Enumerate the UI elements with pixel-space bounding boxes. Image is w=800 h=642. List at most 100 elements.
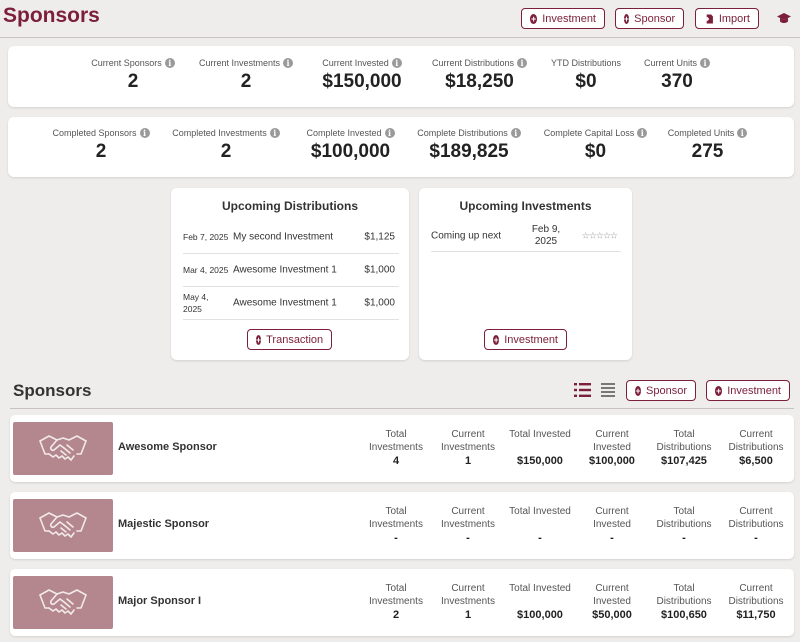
stat-value: $18,250 [445, 71, 514, 92]
info-icon[interactable]: i [510, 128, 521, 138]
info-icon[interactable]: i [517, 58, 528, 68]
metric-value: $100,000 [517, 609, 563, 621]
info-icon[interactable]: i [391, 58, 402, 68]
distribution-investment: Awesome Investment 1 [233, 297, 337, 309]
metric-value: $100,650 [661, 609, 707, 621]
stat-label: Current Investments [198, 58, 281, 68]
distribution-row[interactable]: Feb 7, 2025 My second Investment $1,125 [183, 221, 399, 254]
info-icon[interactable]: i [700, 58, 710, 68]
metric-total-investments: Total Investments - [361, 505, 431, 545]
sponsor-logo [13, 576, 113, 629]
metric-total-invested: Total Invested - [505, 505, 575, 545]
add-sponsor-button[interactable]: + Sponsor [626, 380, 696, 401]
distribution-date: Feb 7, 2025 [183, 232, 229, 242]
import-button[interactable]: Import [695, 8, 759, 29]
star-rating-icon[interactable]: ☆☆☆☆☆ [581, 230, 618, 241]
metric-value: - [538, 532, 542, 544]
metric-label: Total Invested [509, 506, 571, 517]
metric-value: $150,000 [517, 455, 563, 467]
metric-label: Current Investments [441, 506, 495, 530]
stat-value: 2 [95, 141, 107, 162]
add-investment-button[interactable]: + Investment [484, 329, 567, 350]
add-sponsor-button[interactable]: + Sponsor [615, 8, 684, 29]
add-sponsor-label: Sponsor [646, 384, 687, 397]
compact-list-icon[interactable] [601, 383, 615, 397]
upcoming-investment-row[interactable]: Coming up next Feb 9, 2025 ☆☆☆☆☆ [431, 221, 621, 252]
stat-current-investments: Current Investments i 2 [191, 58, 301, 93]
metric-value: 4 [392, 455, 400, 467]
add-investment-button[interactable]: + Investment [521, 8, 605, 29]
sponsor-name[interactable]: Awesome Sponsor [118, 441, 217, 453]
metric-label: Current Distributions [728, 506, 784, 530]
plus-circle-icon: + [530, 13, 538, 24]
metric-label: Current Distributions [728, 429, 784, 453]
info-icon[interactable]: i [283, 58, 294, 68]
import-file-icon [704, 14, 713, 23]
distribution-amount: $1,000 [364, 297, 395, 309]
add-investment-label: Investment [504, 333, 558, 346]
metric-total-invested: Total Invested $150,000 [505, 428, 575, 468]
plus-circle-icon: + [715, 385, 723, 396]
sponsor-card[interactable]: Majestic Sponsor Total Investments - Curr… [10, 492, 794, 559]
sponsor-card[interactable]: Awesome Sponsor Total Investments 4 Curre… [10, 415, 794, 482]
list-view-icon[interactable] [574, 383, 591, 397]
stat-label: Completed Sponsors [52, 128, 137, 138]
import-label: Import [718, 12, 750, 25]
graduation-cap-icon[interactable] [777, 13, 791, 24]
metric-current-investments: Current Investments 1 [433, 428, 503, 468]
plus-circle-icon: + [635, 385, 642, 396]
stat-current-units: Current Units i 370 [637, 58, 717, 93]
distribution-investment: My second Investment [233, 231, 334, 243]
metric-current-investments: Current Investments - [433, 505, 503, 545]
metric-value: - [754, 532, 758, 544]
metric-value: 2 [392, 609, 400, 621]
upcoming-investment-date: Feb 9, 2025 [531, 224, 561, 247]
stat-label: Complete Capital Loss [543, 128, 635, 138]
info-icon[interactable]: i [384, 128, 395, 138]
stat-value: $150,000 [322, 71, 402, 92]
info-icon[interactable]: i [269, 128, 280, 138]
stat-label: Current Units [643, 58, 697, 68]
metric-label: Total Investments [369, 506, 423, 530]
metric-label: Current Invested [593, 506, 631, 530]
stat-complete-invested: Complete Invested i $100,000 [298, 128, 403, 163]
plus-circle-icon: + [493, 334, 500, 345]
metric-current-distributions: Current Distributions $6,500 [721, 428, 791, 468]
sponsor-name[interactable]: Majestic Sponsor [118, 518, 210, 530]
info-icon[interactable]: i [637, 128, 648, 138]
distribution-date: May 4, 2025 [183, 292, 209, 314]
page-title: Sponsors [3, 4, 100, 27]
stat-current-invested: Current Invested i $150,000 [312, 58, 412, 93]
metric-value: - [394, 532, 398, 544]
metric-current-invested: Current Invested $100,000 [577, 428, 647, 468]
header-divider [0, 37, 800, 38]
metric-total-distributions: Total Distributions $100,650 [649, 582, 719, 622]
distribution-amount: $1,125 [364, 231, 395, 243]
sponsor-card[interactable]: Major Sponsor I Total Investments 2 Curre… [10, 569, 794, 636]
info-icon[interactable]: i [164, 58, 175, 68]
distribution-row[interactable]: Mar 4, 2025 Awesome Investment 1 $1,000 [183, 254, 399, 287]
distribution-row[interactable]: May 4, 2025 Awesome Investment 1 $1,000 [183, 287, 399, 320]
stat-complete-distributions: Complete Distributions i $189,825 [411, 128, 527, 163]
stat-label: Current Sponsors [91, 58, 162, 68]
metric-current-investments: Current Investments 1 [433, 582, 503, 622]
metric-value: - [682, 532, 686, 544]
sponsor-name[interactable]: Major Sponsor I [118, 595, 202, 607]
add-sponsor-label: Sponsor [634, 12, 676, 25]
panel-title: Upcoming Investments [459, 199, 592, 213]
metric-label: Current Distributions [728, 583, 784, 607]
handshake-icon [39, 511, 87, 538]
metric-total-distributions: Total Distributions - [649, 505, 719, 545]
add-transaction-button[interactable]: + Transaction [247, 329, 332, 350]
stat-label: Current Invested [322, 58, 389, 68]
metric-label: Total Investments [369, 583, 423, 607]
info-icon[interactable]: i [737, 128, 748, 138]
info-icon[interactable]: i [139, 128, 150, 138]
stat-value: $189,825 [429, 141, 509, 162]
add-investment-label: Investment [727, 384, 781, 397]
sponsor-logo [13, 422, 113, 475]
metric-value: $6,500 [739, 455, 773, 467]
section-divider [10, 408, 794, 409]
add-investment-button[interactable]: + Investment [706, 380, 790, 401]
upcoming-investment-name: Coming up next [431, 230, 502, 242]
